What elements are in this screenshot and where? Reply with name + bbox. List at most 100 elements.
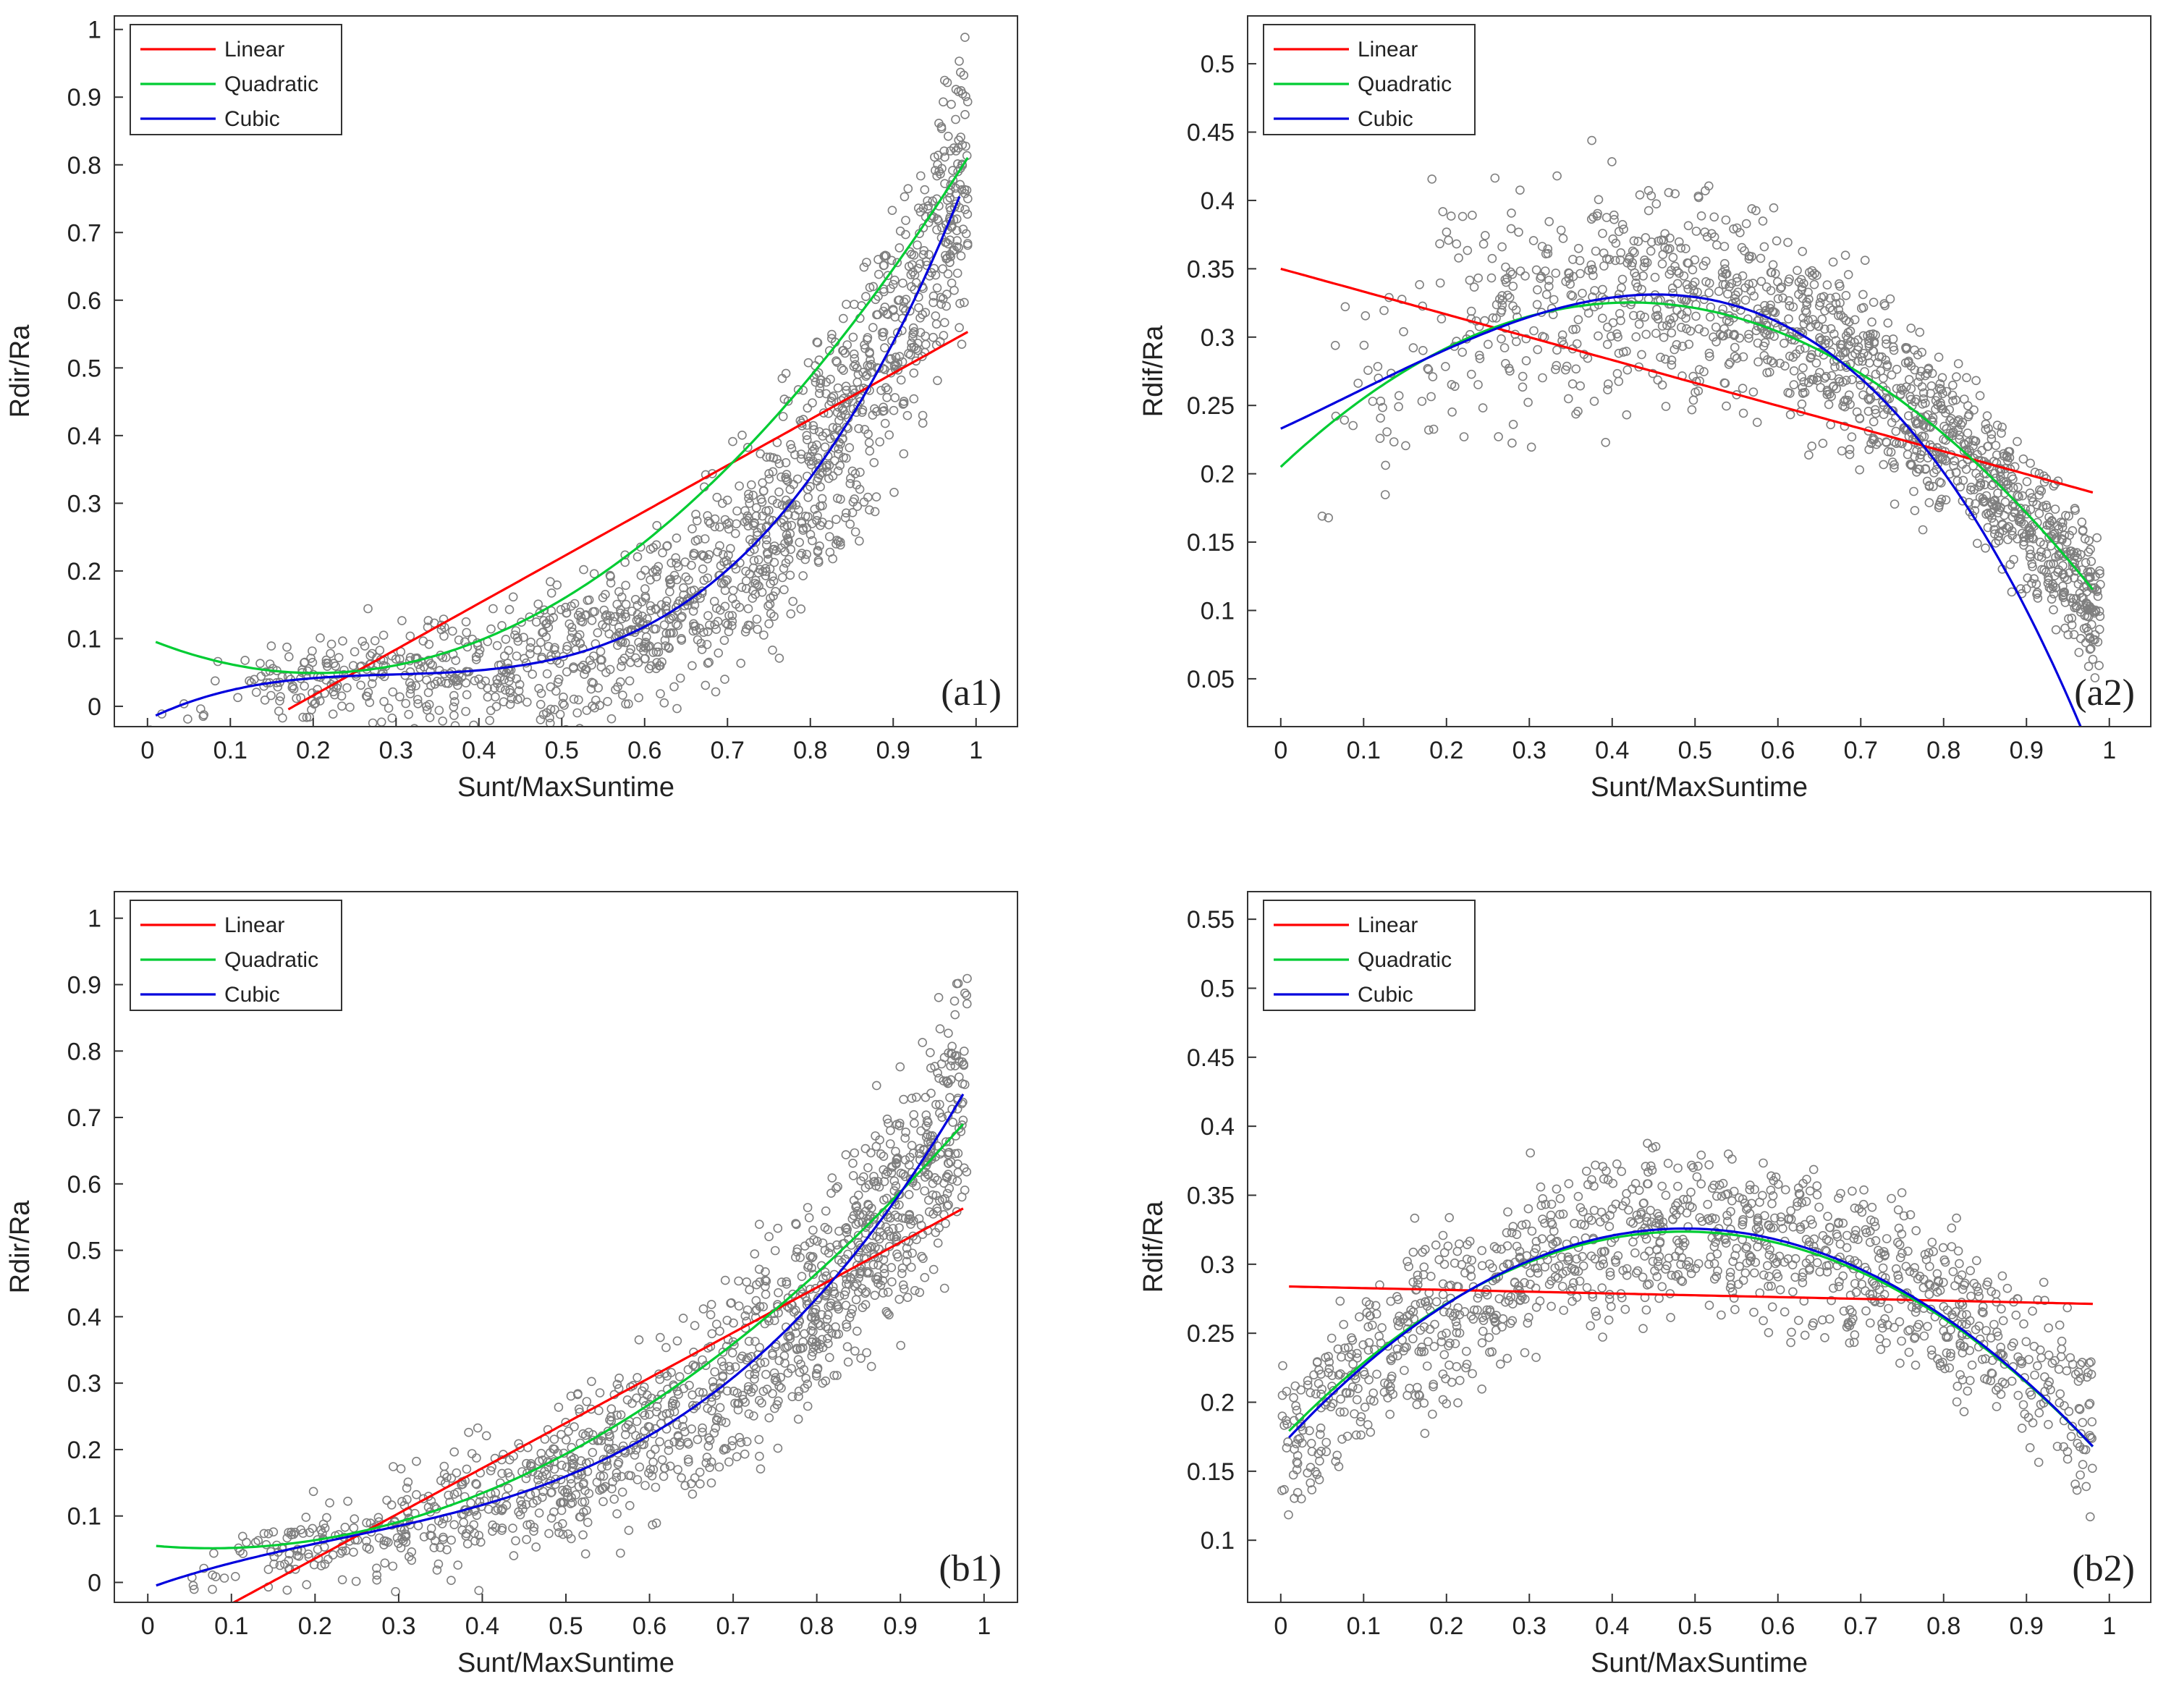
y-tick-label: 0.05 — [1187, 666, 1235, 693]
scatter-point — [1502, 290, 1512, 300]
scatter-point — [1801, 1196, 1811, 1206]
scatter-point — [1707, 229, 1717, 239]
scatter-point — [1959, 446, 1969, 456]
scatter-point — [1869, 338, 1879, 348]
scatter-points — [187, 973, 972, 1597]
scatter-point — [1766, 356, 1776, 366]
scatter-point — [905, 1211, 914, 1220]
scatter-point — [1607, 157, 1617, 166]
scatter-point — [1465, 275, 1475, 285]
scatter-point — [640, 1411, 650, 1420]
scatter-point — [872, 1232, 881, 1241]
y-tick-label: 0.2 — [1201, 461, 1235, 489]
scatter-point — [486, 1466, 496, 1476]
scatter-point — [419, 1532, 429, 1542]
scatter-point — [1532, 300, 1542, 310]
scatter-point — [962, 973, 972, 984]
scatter-point — [2039, 1277, 2049, 1288]
scatter-point — [558, 1529, 568, 1539]
scatter-point — [1713, 1266, 1722, 1276]
scatter-point — [1723, 329, 1733, 339]
x-axis-ticks: 0 0.1 0.2 0.3 0.4 0.5 0.6 0.7 0.8 0.9 1 — [141, 1594, 991, 1640]
scatter-point — [625, 676, 635, 686]
scatter-point — [821, 389, 831, 399]
scatter-point — [934, 166, 944, 176]
scatter-point — [577, 617, 588, 627]
scatter-point — [378, 630, 389, 640]
scatter-point — [687, 1489, 698, 1499]
scatter-point — [651, 1482, 661, 1492]
scatter-point — [1622, 1264, 1632, 1274]
scatter-point — [817, 494, 827, 504]
scatter-point — [1873, 358, 1882, 368]
scatter-point — [657, 1455, 667, 1465]
scatter-point — [2033, 593, 2043, 603]
scatter-point — [1501, 358, 1510, 368]
scatter-point — [1948, 1267, 1958, 1277]
scatter-point — [752, 580, 762, 590]
scatter-point — [2062, 537, 2072, 547]
scatter-point — [563, 1529, 573, 1539]
scatter-point — [469, 720, 478, 727]
scatter-point — [744, 1337, 754, 1346]
scatter-point — [368, 718, 378, 727]
scatter-point — [583, 1518, 593, 1527]
scatter-point — [1981, 419, 1991, 429]
scatter-point — [1571, 364, 1581, 374]
scatter-point — [2082, 601, 2091, 611]
scatter-point — [1951, 468, 1961, 477]
scatter-point — [1838, 401, 1848, 411]
scatter-point — [505, 688, 515, 698]
scatter-point — [791, 500, 801, 510]
scatter-point — [1335, 1407, 1345, 1417]
scatter-point — [716, 578, 727, 588]
scatter-point — [1921, 423, 1931, 432]
scatter-point — [1732, 276, 1742, 287]
scatter-point — [536, 715, 546, 724]
scatter-point — [422, 675, 431, 685]
scatter-point — [503, 1468, 513, 1478]
scatter-point — [1879, 299, 1889, 309]
scatter-point — [1915, 371, 1925, 381]
scatter-point — [1394, 391, 1404, 401]
scatter-point — [1864, 339, 1874, 349]
scatter-point — [389, 1462, 398, 1471]
scatter-point — [1916, 449, 1926, 460]
scatter-point — [501, 727, 509, 735]
scatter-point — [1671, 1271, 1680, 1281]
scatter-point — [1772, 236, 1782, 246]
scatter-point — [1887, 457, 1897, 467]
scatter-point — [802, 549, 811, 559]
scatter-point — [474, 674, 484, 684]
scatter-point — [856, 1176, 866, 1185]
scatter-point — [695, 593, 705, 603]
scatter-point — [953, 166, 962, 177]
scatter-point — [1551, 269, 1561, 278]
scatter-point — [1911, 1332, 1920, 1342]
scatter-point — [832, 358, 842, 367]
scatter-point — [1501, 262, 1510, 272]
scatter-point — [1780, 1307, 1790, 1316]
scatter-point — [403, 1477, 413, 1487]
scatter-point — [774, 459, 784, 469]
scatter-point — [900, 1133, 910, 1143]
scatter-point — [918, 203, 928, 213]
scatter-point — [1420, 1429, 1430, 1438]
scatter-point — [1603, 322, 1612, 332]
scatter-point — [1703, 1199, 1712, 1209]
scatter-point — [880, 303, 890, 312]
scatter-point — [1997, 519, 2007, 529]
scatter-point — [1766, 300, 1775, 310]
scatter-point — [953, 1167, 963, 1178]
scatter-point — [931, 1099, 941, 1109]
scatter-point — [539, 605, 549, 615]
scatter-point — [473, 1423, 483, 1433]
scatter-point — [1756, 276, 1766, 287]
scatter-point — [774, 1382, 784, 1391]
scatter-point — [1947, 428, 1958, 438]
scatter-point — [1827, 1295, 1836, 1306]
scatter-point — [1544, 1280, 1554, 1289]
scatter-point — [876, 386, 886, 395]
scatter-point — [890, 393, 900, 402]
scatter-point — [1730, 352, 1740, 361]
